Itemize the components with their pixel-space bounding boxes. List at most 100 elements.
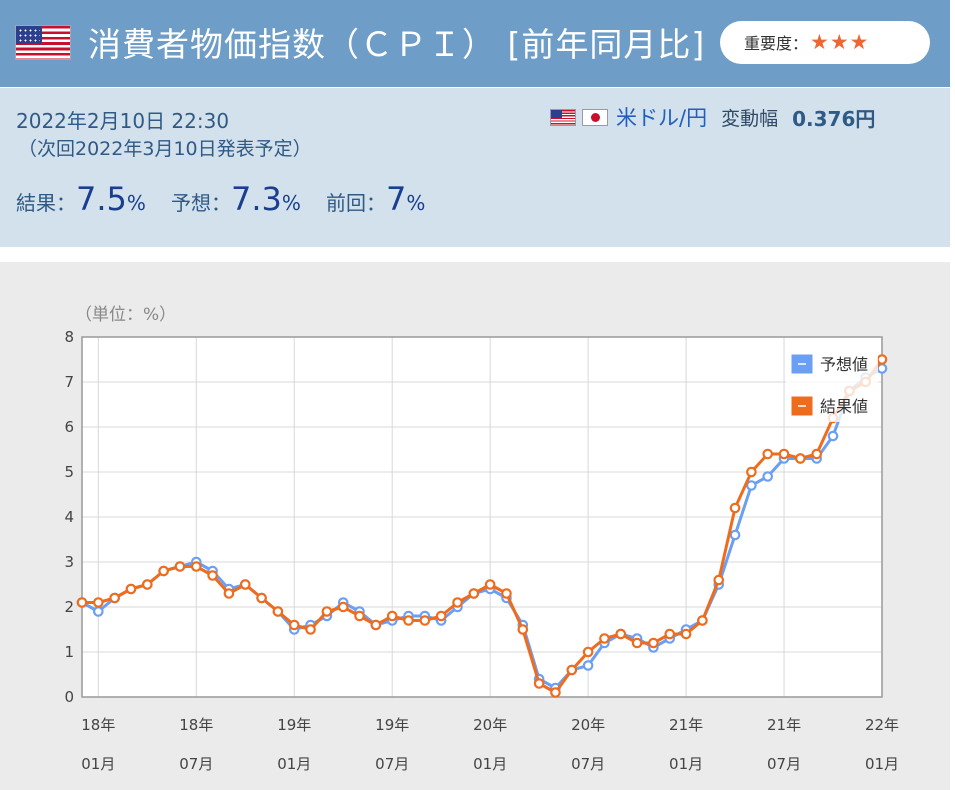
y-tick-label: 0 bbox=[64, 688, 74, 706]
data-point bbox=[582, 646, 594, 658]
x-tick-year-label: 19年 bbox=[375, 716, 409, 734]
y-tick-label: 4 bbox=[64, 508, 74, 526]
data-point bbox=[795, 453, 806, 464]
usdjpy-link[interactable]: 米ドル/円 bbox=[616, 106, 708, 130]
us-flag-icon bbox=[15, 25, 71, 60]
data-point bbox=[158, 565, 169, 577]
data-point bbox=[648, 637, 659, 649]
y-tick-label: 7 bbox=[64, 373, 74, 391]
data-point bbox=[729, 502, 741, 514]
previous-value: 7 bbox=[386, 180, 407, 218]
japan-flag-icon bbox=[582, 108, 608, 126]
data-point bbox=[190, 561, 202, 572]
chart-area: （単位：%） 0 1 2 3 4 5 6 7 8 18年 01月 18年 07月 19年 01月 19年 07月… bbox=[0, 262, 950, 790]
data-point bbox=[452, 597, 463, 608]
importance-badge: 重要度：★★★ bbox=[720, 21, 930, 64]
y-tick-label: 6 bbox=[64, 418, 74, 436]
x-tick-month-label: 07月 bbox=[767, 755, 801, 773]
x-tick-month-label: 07月 bbox=[571, 755, 605, 773]
data-point bbox=[370, 619, 382, 631]
data-point bbox=[566, 664, 578, 676]
previous-unit: % bbox=[406, 191, 426, 215]
data-point bbox=[697, 615, 708, 626]
data-point bbox=[93, 597, 104, 608]
data-point bbox=[419, 615, 431, 626]
data-point bbox=[239, 579, 251, 590]
x-tick-year-label: 18年 bbox=[179, 716, 213, 734]
result-unit: % bbox=[126, 191, 146, 215]
x-tick-month-label: 01月 bbox=[473, 755, 507, 773]
x-tick-month-label: 01月 bbox=[669, 755, 703, 773]
x-tick-month-label: 01月 bbox=[81, 755, 115, 773]
data-point bbox=[501, 588, 512, 599]
x-tick-month-label: 07月 bbox=[375, 755, 409, 773]
x-tick-year-label: 18年 bbox=[81, 716, 115, 734]
data-point bbox=[762, 448, 774, 460]
range-value: 0.376円 bbox=[792, 106, 876, 131]
result-label: 結果： bbox=[16, 191, 76, 215]
currency-pair: 米ドル/円 変動幅 0.376円 bbox=[550, 104, 876, 131]
x-tick-month-label: 07月 bbox=[179, 755, 213, 773]
x-tick-year-label: 20年 bbox=[473, 716, 507, 734]
data-point bbox=[713, 574, 725, 586]
data-point bbox=[664, 628, 676, 640]
data-point bbox=[533, 678, 545, 689]
data-point bbox=[615, 628, 627, 640]
data-point bbox=[321, 606, 333, 617]
data-point bbox=[827, 430, 839, 442]
data-point bbox=[142, 579, 153, 590]
data-point bbox=[762, 471, 774, 482]
data-point bbox=[435, 610, 447, 622]
x-tick-year-label: 20年 bbox=[571, 716, 605, 734]
data-point bbox=[109, 592, 120, 604]
data-point bbox=[403, 615, 414, 626]
data-point bbox=[288, 619, 300, 631]
data-point bbox=[256, 592, 267, 604]
range-label: 変動幅 bbox=[721, 107, 779, 130]
page-title: 消費者物価指数（ＣＰＩ） [前年同月比] bbox=[88, 25, 706, 64]
release-datetime: 2022年2月10日 22:30 bbox=[16, 109, 230, 133]
x-tick-year-label: 22年 bbox=[865, 716, 899, 734]
data-point bbox=[93, 606, 104, 617]
data-point bbox=[125, 583, 137, 595]
y-tick-label: 3 bbox=[64, 553, 74, 571]
data-point bbox=[680, 628, 692, 640]
data-point bbox=[468, 588, 480, 599]
data-point bbox=[746, 466, 757, 478]
forecast-label: 予想： bbox=[171, 191, 231, 215]
stats-row: 結果：7.5% 予想：7.3% 前回：7% bbox=[16, 180, 445, 218]
data-point bbox=[207, 570, 218, 581]
release-info-panel: 2022年2月10日 22:30 （次回2022年3月10日発表予定） 米ドル/… bbox=[0, 88, 950, 247]
next-release-note: （次回2022年3月10日発表予定） bbox=[18, 138, 312, 160]
x-tick-year-label: 21年 bbox=[767, 716, 801, 734]
unit-label: （単位：%） bbox=[75, 305, 177, 325]
data-point bbox=[517, 624, 529, 635]
y-tick-label: 2 bbox=[64, 598, 74, 616]
data-point bbox=[223, 588, 235, 599]
data-point bbox=[599, 633, 610, 644]
result-value: 7.5 bbox=[76, 180, 127, 218]
legend-label: 結果値 bbox=[820, 397, 868, 416]
importance-label: 重要度： bbox=[744, 34, 809, 53]
importance-stars: ★★★ bbox=[810, 30, 870, 54]
data-point bbox=[174, 561, 186, 572]
data-point bbox=[354, 610, 365, 622]
header-bar: 消費者物価指数（ＣＰＩ） [前年同月比] 重要度：★★★ bbox=[0, 0, 950, 87]
cpi-line-chart: 0 1 2 3 4 5 6 7 8 18年 01月 18年 07月 19年 01月 19年 07月 20年 01月 2… bbox=[64, 328, 899, 773]
data-point bbox=[876, 354, 888, 365]
data-point bbox=[631, 637, 643, 649]
data-point bbox=[778, 448, 790, 460]
forecast-unit: % bbox=[281, 191, 301, 215]
data-point bbox=[550, 687, 561, 698]
data-point bbox=[811, 448, 822, 460]
data-point bbox=[582, 660, 594, 671]
previous-label: 前回： bbox=[326, 191, 386, 215]
x-tick-month-label: 01月 bbox=[277, 755, 311, 773]
x-tick-month-label: 01月 bbox=[865, 755, 899, 773]
data-point bbox=[729, 529, 741, 541]
legend-label: 予想値 bbox=[820, 355, 868, 374]
forecast-value: 7.3 bbox=[231, 180, 282, 218]
data-point bbox=[386, 610, 398, 622]
data-point bbox=[272, 606, 284, 617]
